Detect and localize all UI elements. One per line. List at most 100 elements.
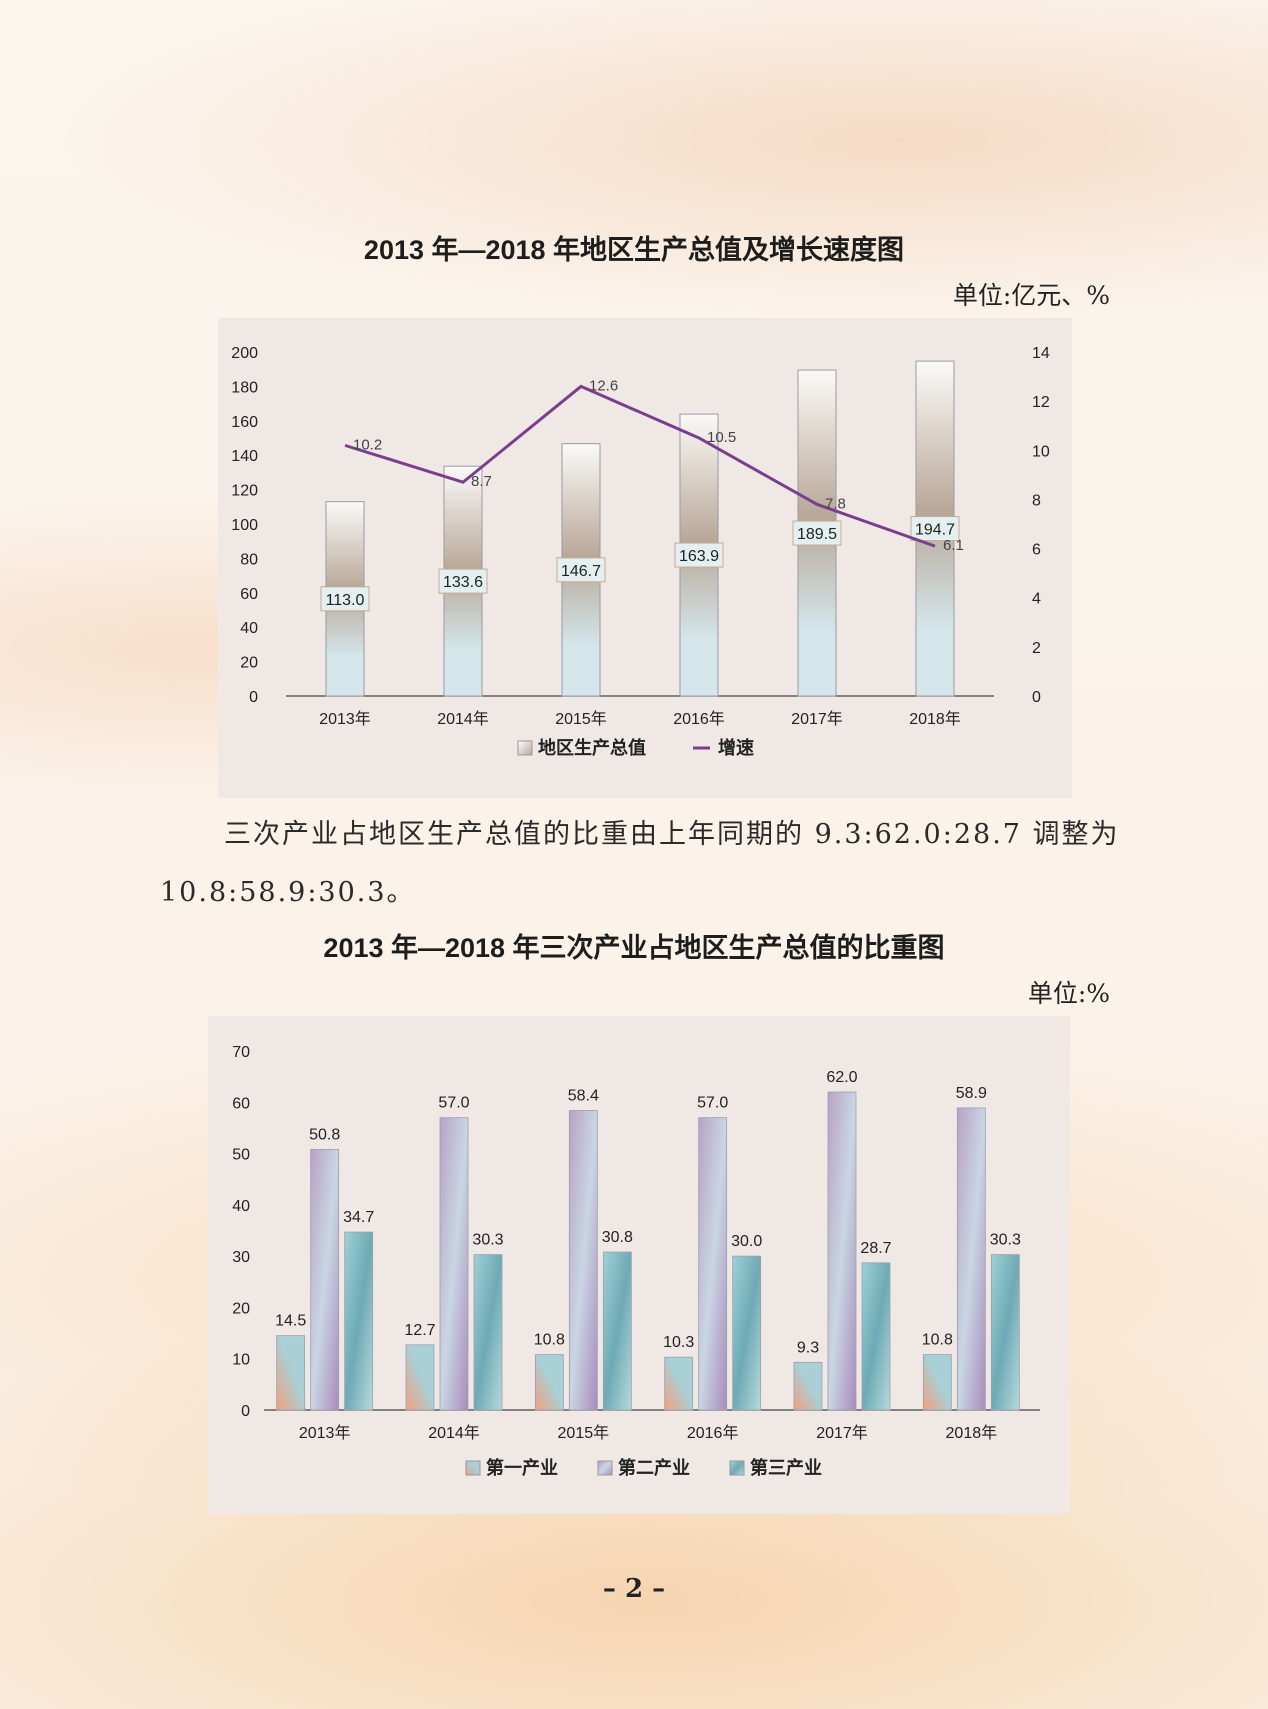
legend-swatch-gdp	[517, 740, 533, 756]
tertiary-data-label: 28.7	[860, 1240, 891, 1257]
y-left-tick-label: 120	[231, 483, 258, 500]
chart2-title: 2013 年—2018 年三次产业占地区生产总值的比重图	[323, 933, 945, 963]
y-left-tick-label: 80	[240, 551, 258, 568]
tertiary-data-label: 30.3	[990, 1232, 1021, 1249]
secondary-bar	[568, 1110, 598, 1411]
x-tick-label: 2013年	[319, 710, 371, 728]
page-number: – 2 –	[602, 1574, 666, 1604]
x-tick-label: 2018年	[909, 710, 961, 728]
y-left-tick-label: 40	[240, 620, 258, 637]
gdp-value-box	[556, 557, 606, 583]
secondary-data-label: 57.0	[697, 1095, 728, 1112]
primary-data-label: 14.5	[275, 1313, 306, 1330]
secondary-data-label: 62.0	[826, 1069, 857, 1086]
legend-label-primary: 第一产业	[486, 1457, 558, 1478]
y-left-tick-label: 160	[231, 414, 258, 431]
chart2-unit: 单位:%	[1027, 979, 1110, 1008]
primary-bar	[664, 1356, 694, 1411]
y-right-tick-label: 8	[1032, 492, 1041, 509]
legend-label-gdp: 地区生产总值	[538, 737, 646, 758]
legend-swatch-secondary	[597, 1460, 613, 1476]
secondary-bar	[698, 1117, 728, 1411]
gdp-data-label: 163.9	[679, 548, 719, 565]
y-left-tick-label: 20	[240, 655, 258, 672]
gdp-value-box	[910, 516, 960, 542]
primary-data-label: 10.3	[663, 1334, 694, 1351]
x-tick-label: 2014年	[428, 1424, 480, 1442]
growth-data-label: 12.6	[589, 377, 618, 394]
x-tick-label: 2018年	[946, 1424, 998, 1442]
industry-share-chart: 0 10 20 30 40 50 60 70 14.5 50.8 34.7 2013年 12.7 57.0…	[232, 1044, 1040, 1478]
x-tick-label: 2016年	[687, 1424, 739, 1442]
primary-data-label: 10.8	[922, 1332, 953, 1349]
y-tick-label: 60	[232, 1095, 250, 1112]
primary-bar	[405, 1344, 435, 1411]
gdp-data-label: 194.7	[915, 522, 955, 539]
x-tick-label: 2015年	[555, 710, 607, 728]
x-tick-label: 2015年	[558, 1424, 610, 1442]
primary-bar	[276, 1335, 306, 1411]
legend-swatch-primary	[465, 1460, 481, 1476]
gdp-data-label: 146.7	[561, 563, 601, 580]
tertiary-data-label: 34.7	[343, 1209, 374, 1226]
y-right-tick-label: 2	[1032, 640, 1041, 657]
x-tick-label: 2017年	[791, 710, 843, 728]
secondary-bar	[310, 1149, 340, 1411]
growth-data-label: 6.1	[943, 537, 964, 554]
y-left-tick-label: 0	[249, 689, 258, 706]
growth-data-label: 8.7	[471, 473, 492, 490]
tertiary-data-label: 30.8	[602, 1229, 633, 1246]
primary-bar	[922, 1354, 952, 1411]
secondary-bar	[827, 1091, 857, 1411]
chart2-panel: 0 10 20 30 40 50 60 70 14.5 50.8 34.7 2013年 12.7 57.0…	[208, 1016, 1070, 1514]
tertiary-bar	[861, 1262, 891, 1411]
y-tick-label: 70	[232, 1044, 250, 1061]
y-right-tick-label: 12	[1032, 394, 1050, 411]
x-tick-label: 2014年	[437, 710, 489, 728]
secondary-data-label: 58.4	[568, 1087, 599, 1104]
legend-label-growth: 增速	[718, 737, 754, 758]
y-tick-label: 10	[232, 1352, 250, 1369]
secondary-bar	[439, 1117, 469, 1411]
chart1-title: 2013 年—2018 年地区生产总值及增长速度图	[363, 235, 905, 265]
gdp-value-box	[320, 586, 370, 612]
chart1-panel: 0 20 40 60 80 100 120 140 160 180 200 0 2 4 6 8 10 12 14 20…	[218, 318, 1072, 798]
y-tick-label: 30	[232, 1249, 250, 1266]
summary-paragraph: 三次产业占地区生产总值的比重由上年同期的 9.3:62.0:28.7 调整为 1…	[160, 819, 1120, 908]
growth-data-label: 7.8	[825, 495, 846, 512]
legend-label-tertiary: 第三产业	[750, 1457, 822, 1478]
secondary-bar	[956, 1107, 986, 1411]
secondary-data-label: 57.0	[438, 1095, 469, 1112]
tertiary-data-label: 30.3	[472, 1232, 503, 1249]
secondary-data-label: 50.8	[309, 1126, 340, 1143]
tertiary-data-label: 30.0	[731, 1233, 762, 1250]
tertiary-bar	[732, 1255, 762, 1411]
secondary-data-label: 58.9	[956, 1085, 987, 1102]
x-tick-label: 2013年	[299, 1424, 351, 1442]
y-right-tick-label: 10	[1032, 443, 1050, 460]
legend-swatch-tertiary	[729, 1460, 745, 1476]
tertiary-bar	[990, 1254, 1020, 1411]
y-right-tick-label: 4	[1032, 591, 1041, 608]
primary-data-label: 10.8	[534, 1332, 565, 1349]
growth-line	[344, 384, 936, 548]
primary-data-label: 12.7	[404, 1322, 435, 1339]
y-tick-label: 40	[232, 1198, 250, 1215]
tertiary-bar	[602, 1251, 632, 1411]
x-tick-label: 2017年	[816, 1424, 868, 1442]
legend-label-secondary: 第二产业	[618, 1457, 690, 1478]
y-right-tick-label: 14	[1032, 345, 1050, 362]
y-left-tick-label: 180	[231, 379, 258, 396]
x-tick-label: 2016年	[673, 710, 725, 728]
growth-data-label: 10.2	[353, 436, 382, 453]
y-right-tick-label: 6	[1032, 542, 1041, 559]
y-tick-label: 20	[232, 1300, 250, 1317]
gdp-value-box	[674, 542, 724, 568]
y-tick-label: 50	[232, 1147, 250, 1164]
primary-bar	[534, 1354, 564, 1411]
primary-data-label: 9.3	[797, 1339, 819, 1356]
tertiary-bar	[344, 1231, 374, 1411]
growth-data-label: 10.5	[707, 429, 736, 446]
gdp-chart: 0 20 40 60 80 100 120 140 160 180 200 0 2 4 6 8 10 12 14 20…	[231, 345, 1050, 758]
gdp-value-box	[792, 520, 842, 546]
